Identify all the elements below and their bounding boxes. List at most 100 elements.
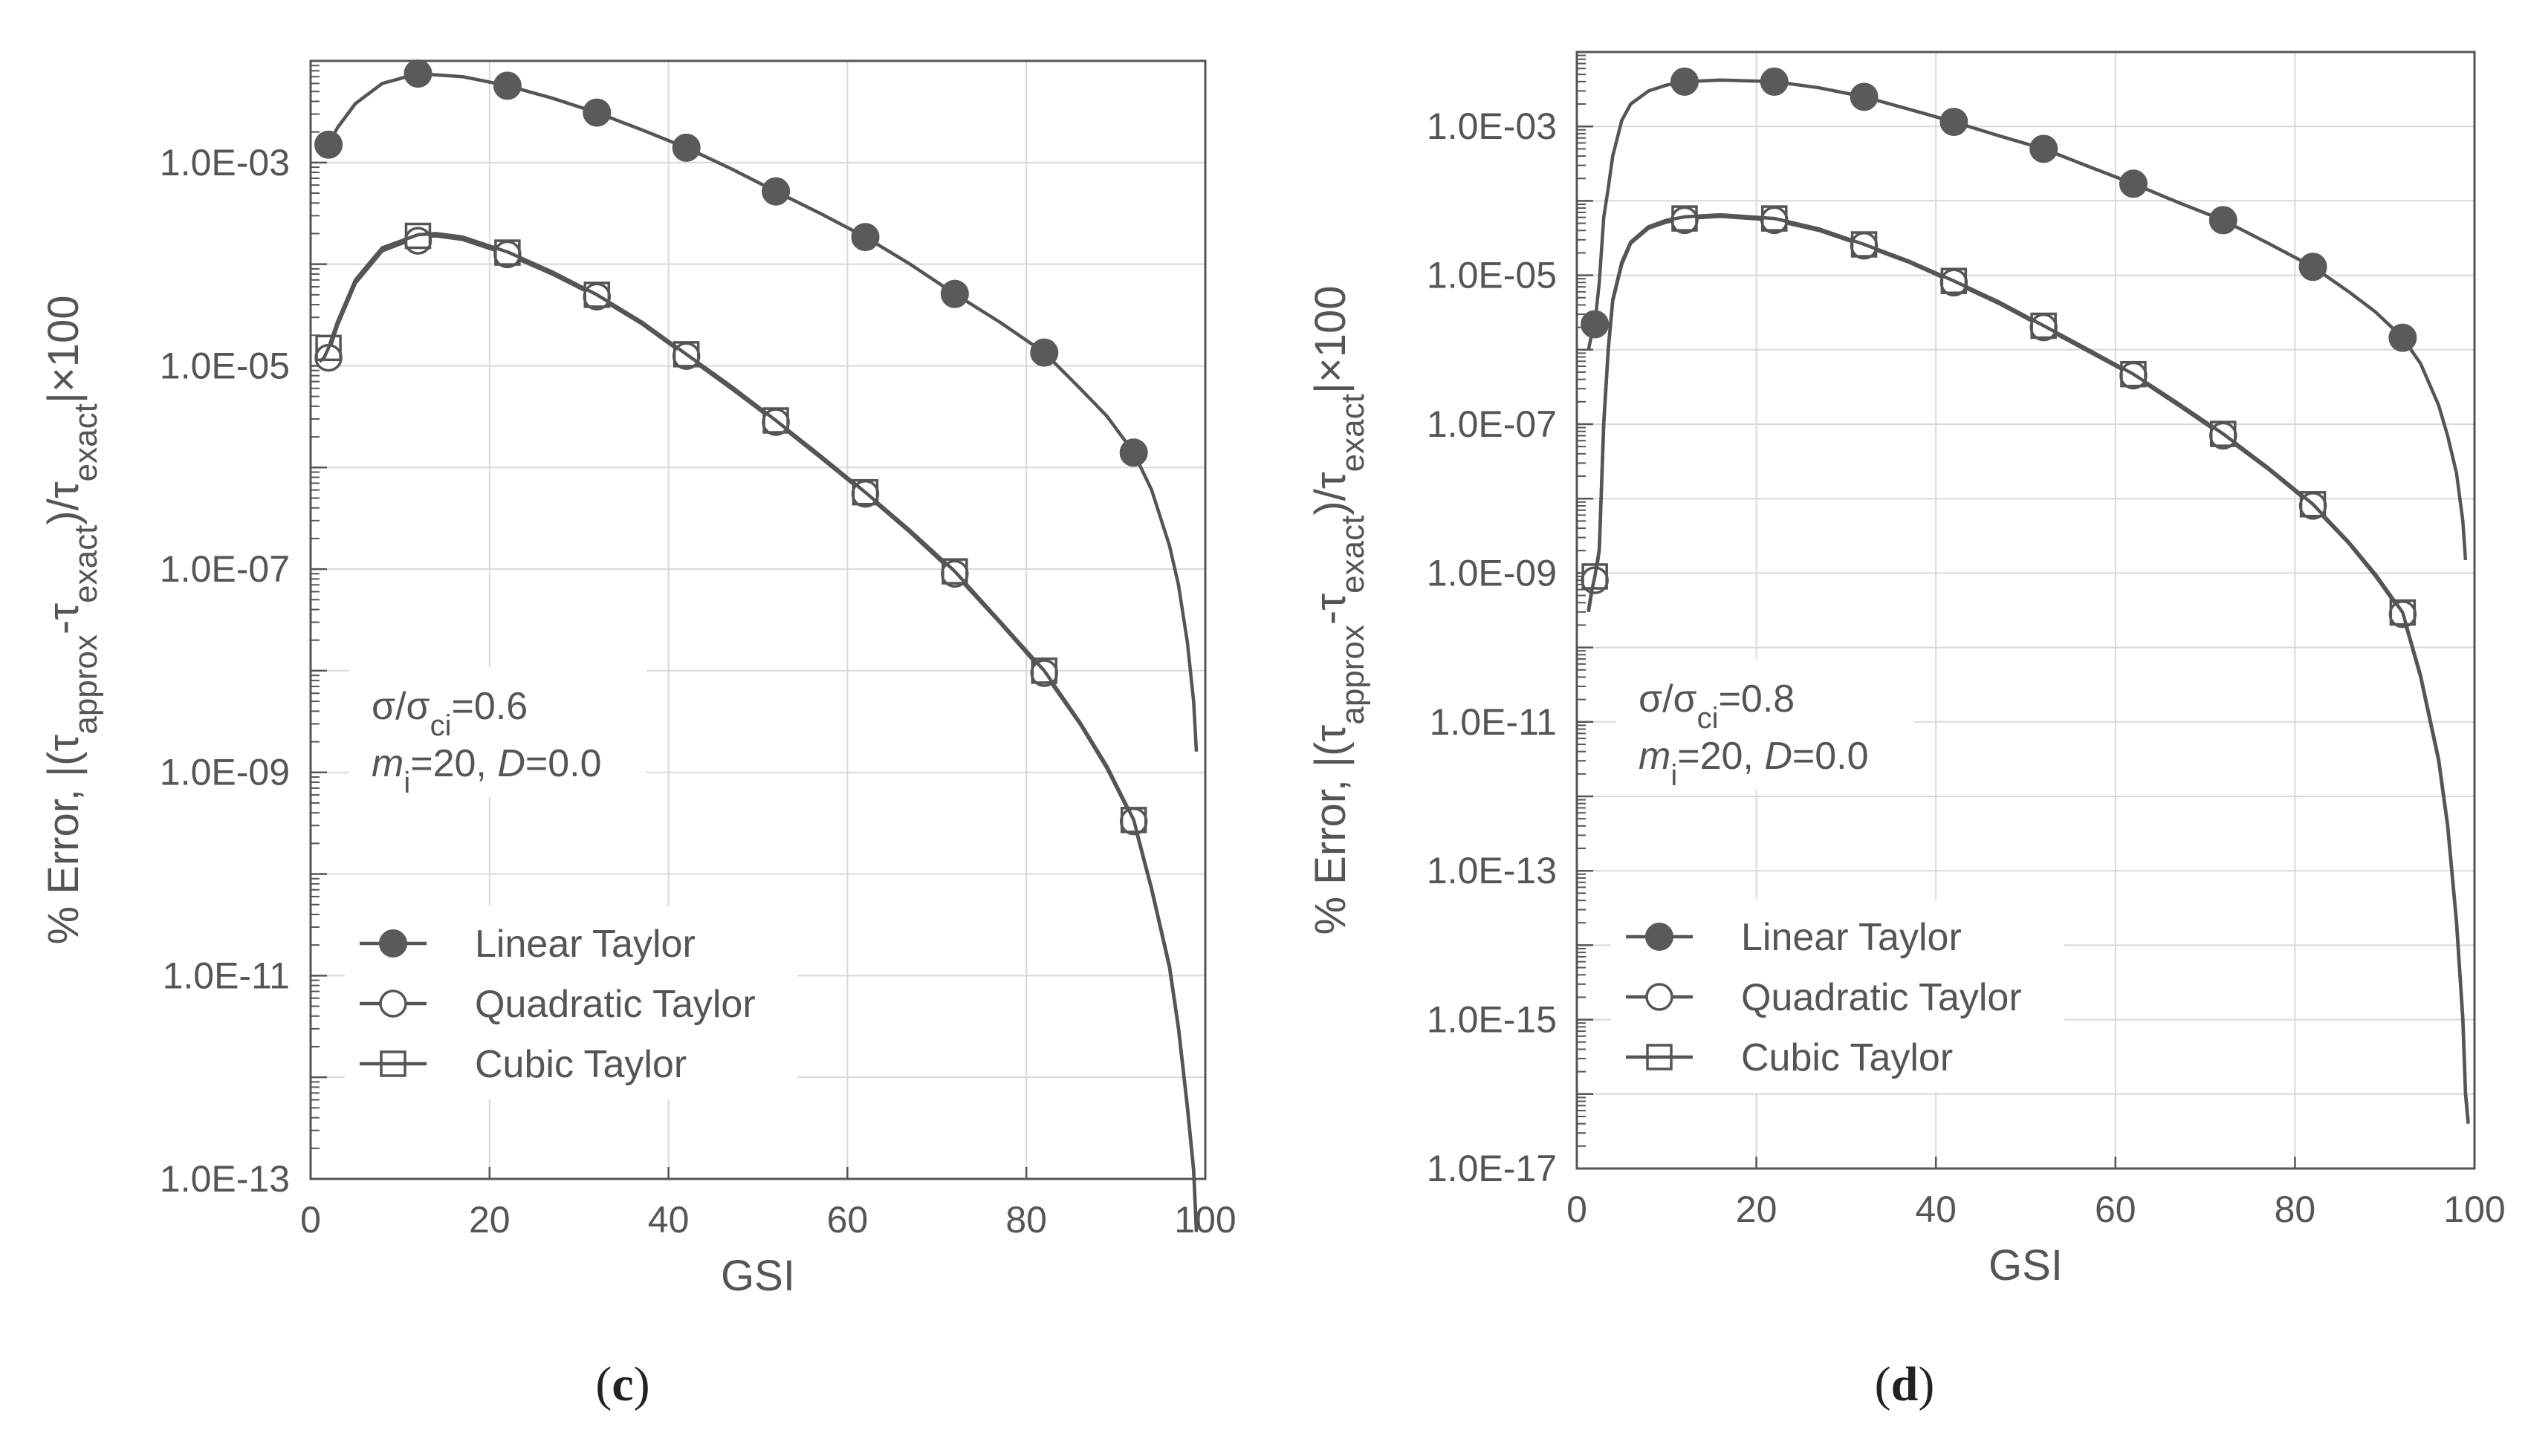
data-point-cubic-taylor — [583, 282, 611, 308]
data-point-linear-taylor — [2298, 253, 2327, 282]
data-point-cubic-taylor — [941, 558, 968, 585]
x-tick-label: 60 — [827, 1199, 869, 1241]
legend-label: Quadratic Taylor — [1741, 976, 2022, 1019]
data-point-linear-taylor — [1119, 438, 1148, 467]
legend-marker — [1645, 923, 1673, 951]
data-point-cubic-taylor — [1120, 807, 1147, 833]
data-point-cubic-taylor — [2030, 312, 2057, 339]
legend-marker — [1646, 1044, 1673, 1070]
annotation-sigma-ratio: σ/σci=0.6 — [372, 685, 528, 742]
x-tick-label: 80 — [1005, 1199, 1047, 1241]
legend-marker — [1645, 983, 1673, 1011]
data-point-cubic-taylor — [2120, 360, 2147, 388]
y-tick-label: 1.0E-13 — [1427, 850, 1557, 891]
x-tick-label: 80 — [2275, 1189, 2316, 1230]
data-point-linear-taylor — [851, 223, 880, 252]
y-axis-label: % Error, |(τapprox-τexact)/τexact|×100 — [1306, 285, 1371, 935]
legend-label: Cubic Taylor — [475, 1043, 687, 1086]
data-point-linear-taylor — [2388, 323, 2417, 352]
y-tick-label: 1.0E-11 — [1430, 701, 1557, 743]
y-tick-label: 1.0E-13 — [160, 1158, 290, 1200]
data-point-linear-taylor — [940, 279, 969, 308]
annotation-box — [349, 667, 646, 797]
x-tick-label: 0 — [1566, 1189, 1587, 1230]
data-point-linear-taylor — [1760, 67, 1789, 96]
data-point-linear-taylor — [2029, 134, 2058, 163]
x-tick-label: 100 — [2443, 1189, 2505, 1230]
annotation-mi-d: mi=20, D=0.0 — [1639, 735, 1869, 792]
y-tick-label: 1.0E-03 — [160, 142, 290, 183]
x-tick-label: 40 — [648, 1199, 690, 1241]
y-tick-label: 1.0E-09 — [1427, 552, 1557, 594]
y-tick-label: 1.0E-09 — [160, 752, 290, 793]
legend-label: Cubic Taylor — [1741, 1036, 1953, 1079]
chart-panel-c: 0 20 40 60 80 100 1.0E-03 1.0E-05 1.0E-07 1.0E-09… — [39, 59, 1237, 1411]
x-tick-label: 40 — [1915, 1189, 1957, 1230]
panel-label: (d) — [1875, 1357, 1935, 1411]
data-point-cubic-taylor — [1031, 657, 1058, 684]
y-tick-label: 1.0E-05 — [160, 345, 290, 386]
y-tick-label: 1.0E-17 — [1427, 1148, 1557, 1189]
data-point-cubic-taylor — [1850, 231, 1878, 258]
legend-marker — [379, 989, 407, 1018]
y-tick-label: 1.0E-07 — [1427, 403, 1557, 445]
legend-marker — [379, 929, 407, 958]
data-point-cubic-taylor — [404, 222, 432, 250]
series-line-cubic-taylor — [1587, 212, 2470, 1122]
data-point-cubic-taylor — [1581, 563, 1608, 590]
data-point-linear-taylor — [493, 71, 522, 100]
annotation-sigma-ratio: σ/σci=0.8 — [1639, 677, 1795, 735]
data-point-linear-taylor — [1850, 82, 1879, 111]
y-tick-label: 1.0E-03 — [1427, 105, 1557, 147]
y-tick-label: 1.0E-11 — [163, 955, 290, 996]
data-point-linear-taylor — [672, 133, 701, 162]
data-point-cubic-taylor — [494, 239, 521, 266]
data-point-linear-taylor — [1581, 310, 1610, 339]
plot-frame — [1575, 51, 2476, 1170]
x-tick-label: 20 — [1736, 1189, 1777, 1230]
data-point-linear-taylor — [314, 130, 343, 159]
annotation-box — [1616, 660, 1913, 790]
legend-label: Linear Taylor — [475, 923, 696, 966]
data-point-linear-taylor — [1670, 67, 1699, 96]
data-point-quadratic-taylor — [1670, 206, 1699, 235]
data-point-cubic-taylor — [2299, 491, 2327, 518]
data-point-cubic-taylor — [762, 407, 789, 434]
y-axis-label: % Error, |(τapprox-τexact)/τexact|×100 — [39, 295, 104, 944]
data-point-cubic-taylor — [1671, 205, 1698, 232]
legend-label: Linear Taylor — [1741, 916, 1962, 959]
panel-label: (c) — [595, 1357, 649, 1411]
data-point-linear-taylor — [762, 177, 791, 206]
plot-frame — [309, 59, 1207, 1180]
chart-panel-d: 0 20 40 60 80 100 1.0E-03 1.0E-05 1.0E-07 1.0E-09… — [1306, 51, 2506, 1411]
y-tick-label: 1.0E-05 — [1427, 255, 1557, 296]
x-tick-label: 60 — [2095, 1189, 2136, 1230]
data-point-linear-taylor — [1939, 108, 1968, 137]
legend-label: Quadratic Taylor — [475, 983, 756, 1026]
data-point-linear-taylor — [583, 98, 612, 127]
x-tick-label: 20 — [469, 1199, 511, 1241]
data-point-cubic-taylor — [672, 341, 700, 368]
x-axis-label: GSI — [1989, 1241, 2063, 1290]
data-point-linear-taylor — [2208, 206, 2237, 235]
x-tick-label: 100 — [1174, 1199, 1236, 1241]
data-point-cubic-taylor — [2210, 420, 2237, 447]
data-point-cubic-taylor — [2389, 599, 2417, 626]
data-point-cubic-taylor — [315, 334, 342, 362]
data-point-cubic-taylor — [852, 478, 879, 506]
data-point-cubic-taylor — [1940, 267, 1968, 294]
data-point-quadratic-taylor — [403, 227, 432, 255]
data-point-cubic-taylor — [1761, 205, 1788, 232]
series-line-linear-taylor — [318, 71, 1199, 752]
data-point-linear-taylor — [1030, 338, 1059, 367]
data-point-linear-taylor — [403, 59, 432, 88]
x-axis-label: GSI — [721, 1252, 795, 1300]
legend-marker — [380, 1050, 406, 1077]
series-line-cubic-taylor — [318, 232, 1199, 1229]
annotation-mi-d: mi=20, D=0.0 — [372, 742, 602, 799]
x-tick-label: 0 — [300, 1199, 321, 1241]
y-tick-label: 1.0E-15 — [1427, 999, 1557, 1041]
data-point-linear-taylor — [2119, 169, 2148, 198]
y-tick-label: 1.0E-07 — [160, 548, 290, 590]
